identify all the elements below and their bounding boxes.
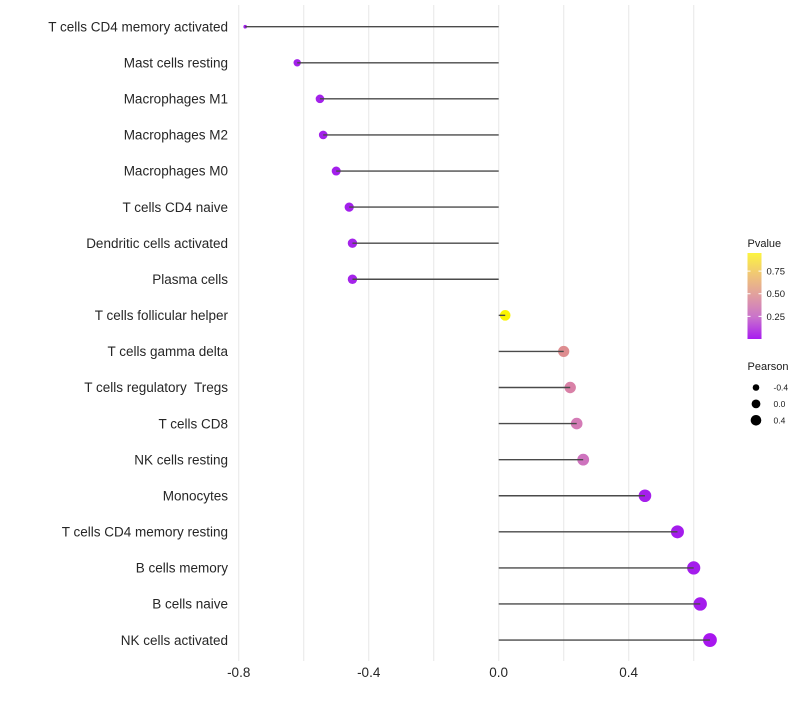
y-axis-label: B cells memory bbox=[136, 561, 229, 576]
y-axis-label: T cells CD8 bbox=[158, 416, 228, 431]
y-axis-label: T cells regulatory Tregs bbox=[84, 380, 228, 395]
y-axis-label: Macrophages M0 bbox=[124, 164, 228, 179]
x-tick-label: -0.4 bbox=[357, 665, 381, 680]
pearson-legend-dot bbox=[752, 384, 760, 391]
y-axis-label: Monocytes bbox=[163, 488, 229, 503]
y-axis-label: T cells CD4 naive bbox=[122, 200, 228, 215]
lollipop-dot bbox=[687, 561, 701, 575]
pvalue-colorbar bbox=[747, 253, 762, 339]
y-axis-label: Macrophages M1 bbox=[124, 92, 228, 107]
x-tick-label: 0.4 bbox=[619, 665, 638, 680]
x-tick-label: 0.0 bbox=[489, 665, 508, 680]
colorbar-tick-label: 0.75 bbox=[767, 267, 786, 278]
pearson-legend-dot bbox=[751, 399, 761, 409]
colorbar-tick-label: 0.50 bbox=[767, 289, 786, 300]
pearson-legend-label: -0.4 bbox=[774, 383, 789, 393]
pearson-legend-label: 0.0 bbox=[774, 399, 786, 409]
colorbar-tick-label: 0.25 bbox=[767, 312, 786, 323]
pearson-legend-label: 0.4 bbox=[774, 416, 786, 426]
pearson-legend-title: Pearson bbox=[748, 361, 789, 373]
y-axis-label: Macrophages M2 bbox=[124, 128, 228, 143]
pearson-legend-dot bbox=[750, 415, 762, 426]
lollipop-dot bbox=[558, 345, 570, 358]
y-axis-label: NK cells resting bbox=[134, 452, 228, 467]
y-axis-label: T cells gamma delta bbox=[107, 344, 228, 359]
y-axis-label: B cells naive bbox=[152, 597, 228, 612]
x-tick-label: -0.8 bbox=[227, 665, 250, 680]
y-axis-label: NK cells activated bbox=[121, 633, 228, 648]
y-axis-label: T cells CD4 memory resting bbox=[62, 525, 228, 540]
pvalue-legend-title: Pvalue bbox=[748, 238, 782, 250]
y-axis-label: T cells follicular helper bbox=[95, 308, 229, 323]
y-axis-label: Mast cells resting bbox=[124, 55, 228, 70]
y-axis-label: T cells CD4 memory activated bbox=[48, 19, 228, 34]
y-axis-label: Dendritic cells activated bbox=[86, 236, 228, 251]
y-axis-label: Plasma cells bbox=[152, 272, 228, 287]
